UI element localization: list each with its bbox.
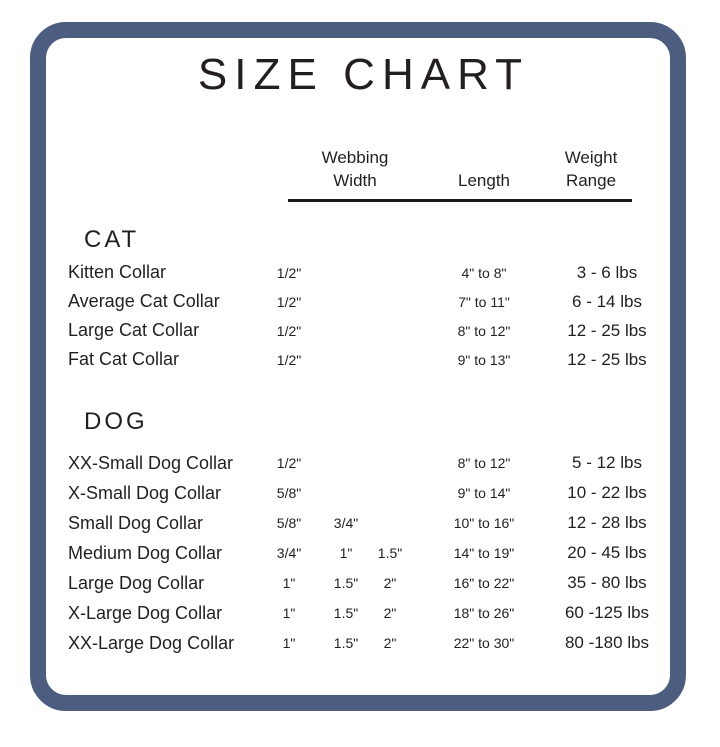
row-label: XX-Large Dog Collar bbox=[68, 632, 235, 653]
row-label: Large Cat Collar bbox=[68, 320, 200, 340]
column-header-weight-range: Weight Range bbox=[531, 146, 651, 192]
length-value: 10" to 16" bbox=[453, 515, 515, 531]
webbing-width-1: 1" bbox=[282, 635, 296, 651]
table-row: Kitten Collar 1/2" 4" to 8" 3 - 6 lbs bbox=[0, 258, 720, 287]
webbing-width-2: 1.5" bbox=[333, 575, 359, 591]
webbing-width-1: 5/8" bbox=[276, 485, 302, 501]
row-label: Average Cat Collar bbox=[68, 291, 220, 311]
weight-value: 10 - 22 lbs bbox=[567, 483, 647, 502]
webbing-width-3 bbox=[360, 478, 420, 508]
webbing-width-1: 3/4" bbox=[276, 545, 302, 561]
row-label: X-Large Dog Collar bbox=[68, 602, 223, 623]
cat-rows: Kitten Collar 1/2" 4" to 8" 3 - 6 lbs Av… bbox=[0, 258, 720, 374]
table-row: X-Large Dog Collar 1" 1.5" 2" 18" to 26"… bbox=[0, 598, 720, 628]
length-value: 9" to 13" bbox=[457, 351, 511, 368]
column-header-webbing-line2: Width bbox=[333, 171, 377, 190]
page-title: SIZE CHART bbox=[197, 50, 530, 99]
length-value: 7" to 11" bbox=[458, 293, 510, 310]
weight-value: 12 - 28 lbs bbox=[567, 513, 647, 532]
length-value: 22" to 30" bbox=[453, 635, 515, 651]
row-label: XX-Small Dog Collar bbox=[68, 452, 234, 473]
webbing-width-2: 3/4" bbox=[333, 515, 359, 531]
weight-value: 80 -180 lbs bbox=[564, 633, 650, 652]
webbing-width-2: 1.5" bbox=[333, 635, 359, 651]
table-row: Large Cat Collar 1/2" 8" to 12" 12 - 25 … bbox=[0, 316, 720, 345]
length-value: 14" to 19" bbox=[453, 545, 515, 561]
weight-value: 3 - 6 lbs bbox=[576, 262, 638, 282]
column-header-webbing-line1: Webbing bbox=[321, 148, 389, 167]
length-value: 18" to 26" bbox=[453, 605, 515, 621]
weight-value: 20 - 45 lbs bbox=[567, 543, 647, 562]
table-row: Small Dog Collar 5/8" 3/4" 10" to 16" 12… bbox=[0, 508, 720, 538]
weight-value: 12 - 25 lbs bbox=[567, 349, 647, 369]
column-header-webbing-width: Webbing Width bbox=[295, 146, 415, 192]
section-header-dog: DOG bbox=[84, 408, 148, 435]
weight-value: 6 - 14 lbs bbox=[572, 291, 642, 311]
row-label: Kitten Collar bbox=[68, 262, 167, 282]
webbing-width-2: 1" bbox=[339, 545, 353, 561]
weight-value: 60 -125 lbs bbox=[564, 603, 650, 622]
header-underline bbox=[288, 199, 632, 202]
weight-value: 5 - 12 lbs bbox=[572, 453, 642, 472]
column-header-weight-line1: Weight bbox=[564, 148, 618, 167]
webbing-width-1: 1/2" bbox=[276, 351, 302, 368]
length-value: 8" to 12" bbox=[457, 455, 511, 471]
row-label: X-Small Dog Collar bbox=[68, 482, 222, 503]
row-label: Medium Dog Collar bbox=[68, 542, 223, 563]
table-row: XX-Small Dog Collar 1/2" 8" to 12" 5 - 1… bbox=[0, 448, 720, 478]
table-row: Average Cat Collar 1/2" 7" to 11" 6 - 14… bbox=[0, 287, 720, 316]
row-label: Large Dog Collar bbox=[68, 572, 205, 593]
webbing-width-3 bbox=[360, 316, 420, 345]
webbing-width-1: 1/2" bbox=[276, 455, 302, 471]
webbing-width-3: 2" bbox=[383, 635, 397, 651]
webbing-width-3: 1.5" bbox=[377, 545, 403, 561]
table-row: Fat Cat Collar 1/2" 9" to 13" 12 - 25 lb… bbox=[0, 345, 720, 374]
webbing-width-3 bbox=[360, 258, 420, 287]
section-header-cat: CAT bbox=[84, 226, 140, 253]
rounded-border-frame bbox=[30, 22, 686, 711]
column-header-weight-line2: Range bbox=[565, 171, 617, 190]
table-row: Large Dog Collar 1" 1.5" 2" 16" to 22" 3… bbox=[0, 568, 720, 598]
column-header-length: Length bbox=[458, 171, 510, 190]
table-row: XX-Large Dog Collar 1" 1.5" 2" 22" to 30… bbox=[0, 628, 720, 658]
length-value: 4" to 8" bbox=[461, 264, 507, 281]
webbing-width-1: 5/8" bbox=[276, 515, 302, 531]
row-label: Fat Cat Collar bbox=[68, 349, 180, 369]
webbing-width-3 bbox=[360, 287, 420, 316]
webbing-width-3 bbox=[360, 508, 420, 538]
webbing-width-1: 1/2" bbox=[276, 322, 302, 339]
webbing-width-3: 2" bbox=[383, 575, 397, 591]
length-value: 9" to 14" bbox=[457, 485, 511, 501]
weight-value: 35 - 80 lbs bbox=[567, 573, 647, 592]
table-row: Medium Dog Collar 3/4" 1" 1.5" 14" to 19… bbox=[0, 538, 720, 568]
length-value: 8" to 12" bbox=[457, 322, 511, 339]
webbing-width-3: 2" bbox=[383, 605, 397, 621]
webbing-width-1: 1/2" bbox=[276, 293, 302, 310]
weight-value: 12 - 25 lbs bbox=[567, 320, 647, 340]
length-value: 16" to 22" bbox=[453, 575, 515, 591]
table-row: X-Small Dog Collar 5/8" 9" to 14" 10 - 2… bbox=[0, 478, 720, 508]
webbing-width-1: 1" bbox=[282, 575, 296, 591]
webbing-width-1: 1/2" bbox=[276, 264, 302, 281]
row-label: Small Dog Collar bbox=[68, 512, 204, 533]
webbing-width-1: 1" bbox=[282, 605, 296, 621]
webbing-width-2: 1.5" bbox=[333, 605, 359, 621]
webbing-width-3 bbox=[360, 345, 420, 374]
dog-rows: XX-Small Dog Collar 1/2" 8" to 12" 5 - 1… bbox=[0, 448, 720, 658]
webbing-width-3 bbox=[360, 448, 420, 478]
